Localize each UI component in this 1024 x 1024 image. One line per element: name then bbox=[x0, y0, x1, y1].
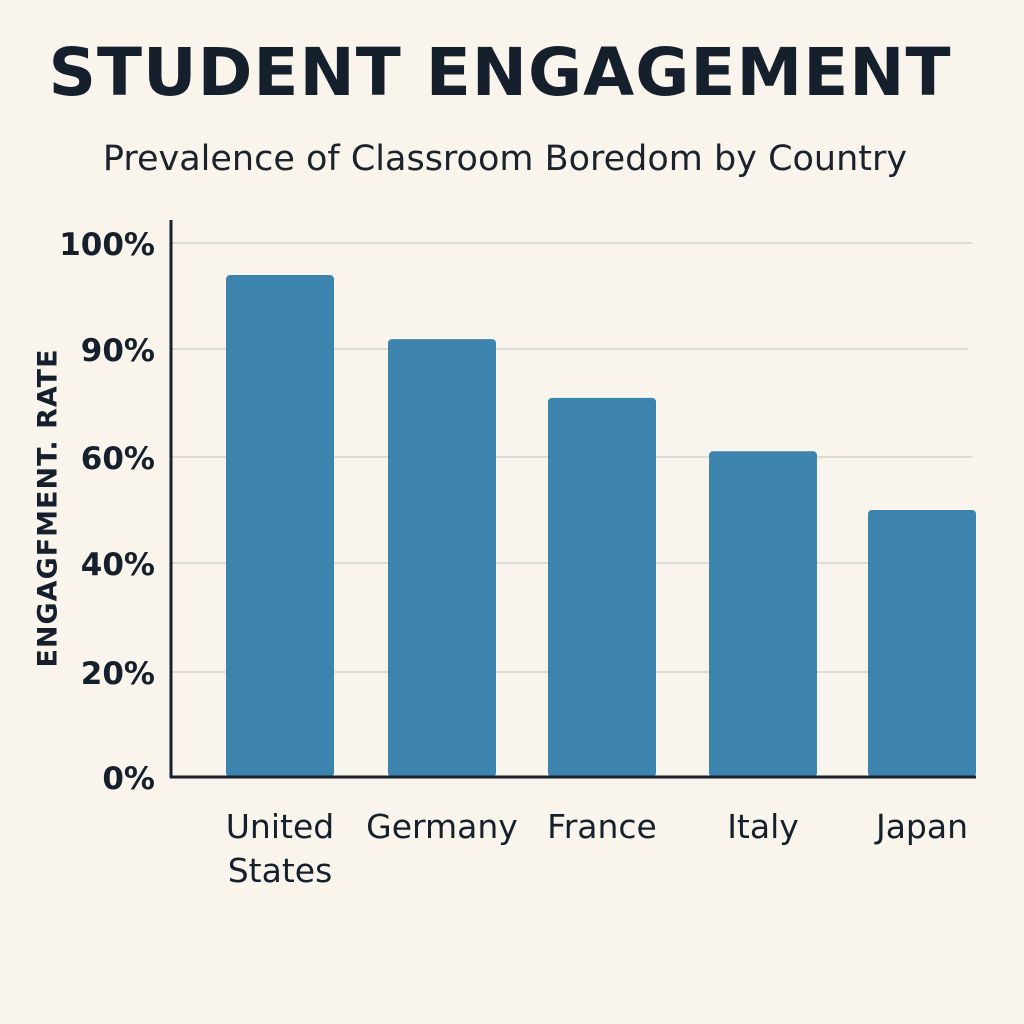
y-tick-label: 100% bbox=[59, 227, 155, 263]
chart-subtitle: Prevalence of Classroom Boredom by Count… bbox=[102, 139, 908, 179]
x-category-label: Germany bbox=[366, 807, 518, 846]
x-category-label: Japan bbox=[874, 807, 968, 846]
x-category-label: United States bbox=[226, 807, 334, 890]
bar bbox=[709, 451, 817, 777]
axes bbox=[169, 220, 976, 779]
y-tick-labels: 0% 20% 40% 60% 90% 100% bbox=[59, 227, 155, 797]
bar bbox=[388, 339, 496, 777]
x-category-label: Italy bbox=[727, 807, 799, 846]
x-category-labels: United States Germany France Italy Japan bbox=[226, 807, 968, 890]
bars bbox=[226, 275, 976, 777]
y-tick-label: 60% bbox=[81, 441, 155, 477]
bar bbox=[548, 397, 656, 777]
bar bbox=[226, 275, 334, 777]
x-category-label: France bbox=[547, 807, 657, 846]
y-tick-label: 40% bbox=[81, 547, 155, 583]
y-tick-label: 20% bbox=[81, 656, 155, 692]
chart-title: STUDENT ENGAGEMENT bbox=[48, 34, 952, 111]
y-tick-label: 0% bbox=[102, 761, 155, 797]
y-tick-label: 90% bbox=[81, 333, 155, 369]
bar bbox=[868, 510, 976, 777]
